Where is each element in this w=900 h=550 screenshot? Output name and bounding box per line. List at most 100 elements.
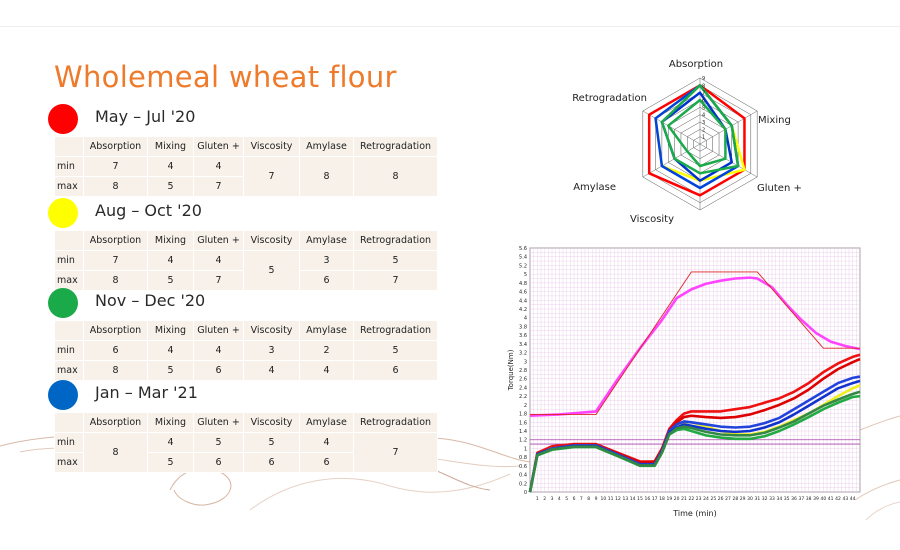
y-tick-label: 4.2 xyxy=(519,307,527,313)
column-header: Amylase xyxy=(299,136,354,157)
y-tick-label: 0.6 xyxy=(519,464,527,470)
table-cell: 6 xyxy=(193,360,244,381)
radar-series-0 xyxy=(647,84,746,197)
x-tick-label: 14 xyxy=(630,496,636,502)
table-cell: 4 xyxy=(147,432,194,453)
table-cell: 6 xyxy=(193,452,244,473)
table-cell: 3 xyxy=(299,250,354,271)
table-corner-cell xyxy=(54,412,84,433)
x-tick-label: 31 xyxy=(754,496,760,502)
x-tick-label: 38 xyxy=(806,496,812,502)
x-tick-label: 10 xyxy=(600,496,606,502)
x-tick-label: 3 xyxy=(551,496,554,502)
radar-axis-label: Viscosity xyxy=(630,214,674,225)
radar-tick-label: 1 xyxy=(702,135,705,141)
period-block: May – Jul '20 Absorption Mixing Gluten + Vis… xyxy=(48,104,448,197)
y-tick-label: 2.4 xyxy=(519,385,527,391)
row-label: min xyxy=(54,340,84,361)
table-corner-cell xyxy=(54,136,84,157)
table-row: min 7 4 4 7 8 8 xyxy=(54,156,438,197)
y-tick-label: 5.2 xyxy=(519,263,527,269)
column-header: Viscosity xyxy=(243,230,300,251)
radar-axis-label: Mixing xyxy=(758,115,791,126)
x-tick-label: 5 xyxy=(565,496,568,502)
spec-table: Absorption Mixing Gluten + Viscosity Amylase… xyxy=(54,230,438,291)
y-tick-label: 1.6 xyxy=(519,420,527,426)
table-cell: 6 xyxy=(243,452,300,473)
column-header: Viscosity xyxy=(243,136,300,157)
radar-axis-label: Retrogradation xyxy=(572,93,647,104)
row-label: max xyxy=(54,360,84,381)
y-tick-label: 3.6 xyxy=(519,333,527,339)
y-tick-label: 4.8 xyxy=(519,281,527,287)
table-cell: 5 xyxy=(353,340,438,361)
column-header: Mixing xyxy=(147,230,194,251)
table-cell: 7 xyxy=(193,176,244,197)
column-header: Absorption xyxy=(83,412,148,433)
period-color-dot xyxy=(48,380,78,410)
radar-tick-label: 7 xyxy=(702,91,705,97)
radar-axis-line xyxy=(642,143,701,178)
radar-tick-label: 3 xyxy=(702,120,705,126)
x-tick-label: 4 xyxy=(558,496,561,502)
table-cell: 7 xyxy=(83,156,148,177)
column-header: Gluten + xyxy=(193,136,244,157)
y-tick-label: 1.2 xyxy=(519,438,527,444)
table-row: min 6 4 4 3 2 5 xyxy=(54,340,438,361)
column-header: Gluten + xyxy=(193,320,244,341)
y-tick-label: 5.6 xyxy=(519,246,527,252)
torque-series-8 xyxy=(528,390,861,493)
torque-series-0 xyxy=(529,276,861,418)
table-cell: 4 xyxy=(243,360,300,381)
table-header-row: Absorption Mixing Gluten + Viscosity Amylase… xyxy=(54,136,438,157)
table-row: max 8 5 7 xyxy=(54,176,438,197)
table-cell: 4 xyxy=(299,360,354,381)
x-axis-label: Time (min) xyxy=(672,509,716,518)
x-tick-label: 30 xyxy=(747,496,753,502)
table-cell: 2 xyxy=(299,340,354,361)
radar-tick-label: 6 xyxy=(702,98,705,104)
x-tick-label: 27 xyxy=(725,496,731,502)
period-label: Nov – Dec '20 xyxy=(95,291,206,310)
x-tick-label: 29 xyxy=(740,496,746,502)
table-cell: 6 xyxy=(353,360,438,381)
period-block: Jan – Mar '21 Absorption Mixing Gluten + Vis… xyxy=(48,380,448,473)
table-cell: 4 xyxy=(147,340,194,361)
period-label: May – Jul '20 xyxy=(95,107,196,126)
table-cell: 4 xyxy=(193,250,244,271)
spec-table: Absorption Mixing Gluten + Viscosity Amylase… xyxy=(54,136,438,197)
x-tick-label: 35 xyxy=(784,496,790,502)
column-header: Amylase xyxy=(299,230,354,251)
table-cell: 5 xyxy=(243,432,300,453)
y-tick-label: 5 xyxy=(524,272,527,278)
row-label: min xyxy=(54,432,84,453)
table-cell: 7 xyxy=(243,156,300,197)
x-tick-label: 41 xyxy=(828,496,834,502)
x-tick-label: 43 xyxy=(842,496,848,502)
radar-tick-label: 4 xyxy=(702,113,705,119)
table-cell: 6 xyxy=(299,270,354,291)
x-tick-label: 34 xyxy=(776,496,782,502)
y-tick-label: 2.2 xyxy=(519,394,527,400)
table-cell: 4 xyxy=(147,250,194,271)
column-header: Viscosity xyxy=(243,320,300,341)
x-tick-label: 6 xyxy=(573,496,576,502)
table-cell: 5 xyxy=(243,250,300,291)
y-tick-label: 1 xyxy=(524,446,527,452)
table-header-row: Absorption Mixing Gluten + Viscosity Amylase… xyxy=(54,230,438,251)
y-tick-label: 1.8 xyxy=(519,412,527,418)
radar-series-5 xyxy=(660,84,740,175)
y-tick-label: 3.8 xyxy=(519,324,527,330)
x-tick-label: 2 xyxy=(543,496,546,502)
y-tick-label: 0 xyxy=(524,490,527,496)
radar-tick-label: 8 xyxy=(702,83,705,89)
column-header: Retrogradation xyxy=(353,136,438,157)
period-label: Aug – Oct '20 xyxy=(95,201,202,220)
table-corner-cell xyxy=(54,320,84,341)
y-tick-label: 0.8 xyxy=(519,455,527,461)
x-tick-label: 32 xyxy=(762,496,768,502)
x-tick-label: 7 xyxy=(580,496,583,502)
y-tick-label: 2.8 xyxy=(519,368,527,374)
y-tick-label: 4.4 xyxy=(519,298,527,304)
y-tick-label: 5.4 xyxy=(519,255,527,261)
